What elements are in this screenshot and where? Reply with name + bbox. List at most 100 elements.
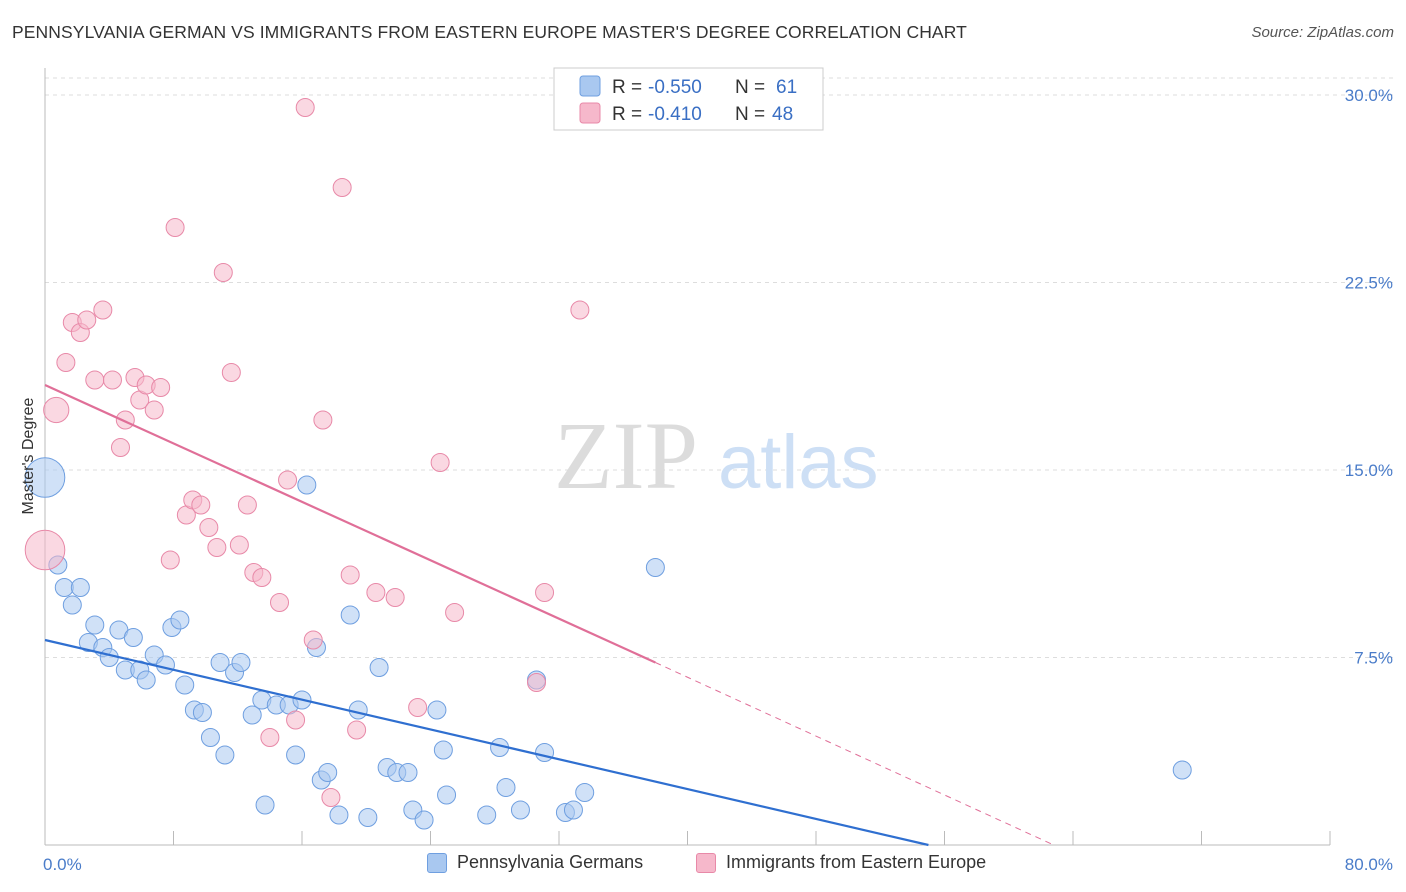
point-blue-33 bbox=[297, 475, 317, 495]
point-blue-41 bbox=[369, 658, 389, 677]
point-blue-17 bbox=[170, 610, 190, 630]
point-pink-26 bbox=[237, 495, 257, 515]
point-blue-49 bbox=[437, 785, 457, 805]
point-pink-43 bbox=[430, 453, 450, 472]
legend-r-value-2: -0.410 bbox=[648, 104, 702, 125]
point-pink-16 bbox=[160, 550, 180, 570]
stats-legend: R = -0.550 N = 61 R = -0.410 N = 48 bbox=[553, 67, 824, 131]
y-tick-label-0: 7.5% bbox=[1354, 649, 1393, 668]
point-pink-47 bbox=[570, 300, 590, 320]
point-pink-10 bbox=[115, 410, 135, 430]
point-pink-20 bbox=[191, 495, 211, 515]
point-blue-4 bbox=[62, 595, 82, 615]
point-pink-17 bbox=[165, 218, 185, 237]
point-pink-44 bbox=[445, 603, 465, 622]
point-pink-14 bbox=[144, 400, 164, 420]
point-pink-33 bbox=[295, 98, 315, 117]
x-tick-label-1: 80.0% bbox=[1345, 855, 1393, 874]
point-pink-32 bbox=[286, 710, 306, 730]
point-blue-58 bbox=[575, 783, 595, 802]
legend-n-label-1: N = bbox=[735, 77, 765, 98]
legend-n-label-2: N = bbox=[735, 104, 765, 125]
legend-label-pennsylvania-germans: Pennsylvania Germans bbox=[457, 852, 644, 872]
point-pink-28 bbox=[252, 568, 272, 587]
trend-line-pink bbox=[44, 383, 656, 664]
point-pink-1 bbox=[43, 396, 70, 424]
legend-swatch-blue bbox=[579, 75, 601, 97]
tick-labels: 7.5% 15.0% 22.5% 30.0% 0.0% 80.0% bbox=[43, 86, 1393, 874]
point-blue-53 bbox=[510, 800, 530, 820]
y-tick-label-2: 22.5% bbox=[1345, 274, 1393, 293]
point-blue-60 bbox=[1172, 760, 1192, 780]
point-pink-2 bbox=[56, 353, 76, 372]
data-points bbox=[24, 98, 1192, 830]
point-blue-5 bbox=[85, 615, 105, 635]
point-pink-8 bbox=[102, 370, 122, 390]
point-blue-36 bbox=[318, 763, 338, 782]
point-blue-48 bbox=[433, 740, 453, 760]
point-pink-45 bbox=[527, 673, 547, 692]
legend-swatch-pink-icon bbox=[696, 852, 716, 873]
point-blue-3 bbox=[70, 578, 90, 597]
point-pink-36 bbox=[321, 788, 341, 807]
point-pink-40 bbox=[366, 583, 386, 602]
point-blue-21 bbox=[200, 728, 220, 747]
point-pink-25 bbox=[229, 535, 249, 555]
legend-n-value-2: 48 bbox=[772, 104, 793, 125]
point-blue-40 bbox=[358, 808, 378, 827]
point-pink-24 bbox=[221, 363, 241, 382]
point-blue-23 bbox=[210, 653, 230, 672]
point-pink-5 bbox=[77, 310, 97, 330]
x-tick-label-0: 0.0% bbox=[43, 855, 82, 874]
series-legend: Pennsylvania Germans Immigrants from Eas… bbox=[0, 852, 1406, 878]
point-pink-42 bbox=[408, 698, 428, 717]
point-pink-23 bbox=[213, 263, 233, 282]
y-tick-label-3: 30.0% bbox=[1345, 86, 1393, 105]
point-pink-21 bbox=[199, 518, 219, 537]
y-axis-label: Master's Degree bbox=[20, 397, 37, 514]
chart-title: PENNSYLVANIA GERMAN VS IMMIGRANTS FROM E… bbox=[12, 22, 967, 42]
chart-source: Source: ZipAtlas.com bbox=[1251, 24, 1394, 41]
point-blue-15 bbox=[155, 655, 175, 675]
point-blue-22 bbox=[215, 745, 235, 765]
y-tick-label-1: 15.0% bbox=[1345, 461, 1393, 480]
trend-extension-pink bbox=[655, 662, 1054, 846]
point-blue-0 bbox=[24, 457, 66, 498]
point-blue-20 bbox=[192, 703, 212, 722]
point-pink-39 bbox=[347, 720, 367, 740]
point-pink-41 bbox=[385, 588, 405, 607]
point-blue-47 bbox=[427, 700, 447, 720]
point-pink-22 bbox=[207, 538, 227, 557]
legend-swatch-blue-icon bbox=[427, 852, 447, 873]
trend-lines bbox=[44, 383, 1054, 847]
point-blue-2 bbox=[54, 578, 74, 597]
legend-item-immigrants-eastern-europe: Immigrants from Eastern Europe bbox=[696, 852, 986, 873]
watermark-atlas: atlas bbox=[718, 420, 879, 505]
point-blue-44 bbox=[398, 763, 418, 782]
point-blue-50 bbox=[477, 805, 497, 825]
point-pink-6 bbox=[85, 370, 105, 390]
point-blue-10 bbox=[123, 628, 143, 647]
point-blue-57 bbox=[563, 800, 583, 820]
point-pink-34 bbox=[303, 630, 323, 650]
legend-r-label-1: R = bbox=[612, 77, 642, 98]
point-blue-38 bbox=[340, 605, 360, 625]
axes bbox=[44, 68, 1331, 846]
point-blue-13 bbox=[136, 670, 156, 690]
watermark-zip: ZIP bbox=[554, 402, 698, 509]
point-pink-15 bbox=[151, 378, 171, 397]
point-blue-18 bbox=[175, 675, 195, 695]
point-pink-30 bbox=[270, 593, 290, 612]
point-pink-31 bbox=[278, 470, 298, 490]
point-blue-37 bbox=[329, 805, 349, 825]
point-pink-9 bbox=[110, 438, 130, 457]
legend-r-value-1: -0.550 bbox=[648, 77, 702, 98]
point-blue-39 bbox=[348, 700, 368, 720]
point-pink-35 bbox=[313, 410, 333, 430]
legend-label-immigrants-eastern-europe: Immigrants from Eastern Europe bbox=[726, 852, 987, 872]
legend-item-pennsylvania-germans: Pennsylvania Germans bbox=[427, 852, 643, 873]
point-blue-55 bbox=[535, 743, 555, 762]
point-pink-37 bbox=[332, 178, 352, 197]
point-pink-7 bbox=[93, 300, 113, 320]
